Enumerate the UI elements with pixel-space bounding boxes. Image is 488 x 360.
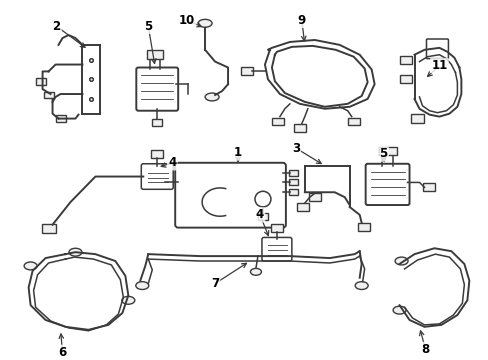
Bar xyxy=(410,114,424,123)
Ellipse shape xyxy=(69,248,82,256)
Text: 11: 11 xyxy=(430,59,447,72)
Bar xyxy=(347,118,359,125)
Bar xyxy=(293,125,305,132)
Bar xyxy=(289,189,298,195)
Text: 5: 5 xyxy=(144,20,152,33)
Bar xyxy=(241,67,252,75)
Ellipse shape xyxy=(354,282,367,289)
Bar xyxy=(147,50,163,59)
Ellipse shape xyxy=(198,19,212,27)
Bar xyxy=(357,223,369,230)
Ellipse shape xyxy=(394,257,407,265)
Text: 10: 10 xyxy=(179,14,195,27)
Ellipse shape xyxy=(122,296,135,304)
Text: 5: 5 xyxy=(379,148,387,161)
FancyBboxPatch shape xyxy=(136,67,178,111)
Ellipse shape xyxy=(392,306,405,314)
Text: 3: 3 xyxy=(291,141,299,154)
Text: 4: 4 xyxy=(255,208,264,221)
Text: 9: 9 xyxy=(297,14,305,27)
Bar xyxy=(399,56,411,64)
FancyBboxPatch shape xyxy=(141,164,173,189)
Bar xyxy=(399,75,411,83)
Bar xyxy=(289,180,298,185)
Bar xyxy=(271,118,284,125)
Ellipse shape xyxy=(24,262,37,270)
Bar xyxy=(151,150,163,158)
Bar xyxy=(308,193,320,201)
Bar xyxy=(56,115,65,122)
Bar xyxy=(43,91,53,98)
Text: 4: 4 xyxy=(168,156,176,169)
Bar xyxy=(152,119,162,126)
FancyBboxPatch shape xyxy=(175,163,285,228)
Bar xyxy=(296,203,308,211)
Bar xyxy=(423,183,435,191)
FancyBboxPatch shape xyxy=(365,164,408,205)
Bar xyxy=(258,213,267,220)
Ellipse shape xyxy=(204,93,219,101)
Bar xyxy=(156,179,166,186)
FancyBboxPatch shape xyxy=(426,39,447,59)
Text: 1: 1 xyxy=(233,147,242,159)
Text: 6: 6 xyxy=(58,346,66,359)
Text: 7: 7 xyxy=(211,277,219,290)
FancyBboxPatch shape xyxy=(262,238,291,261)
Bar xyxy=(36,78,45,85)
Bar xyxy=(289,170,298,176)
Ellipse shape xyxy=(250,269,261,275)
Ellipse shape xyxy=(136,282,148,289)
Bar xyxy=(378,147,396,156)
Bar xyxy=(41,224,56,233)
Bar xyxy=(270,224,283,231)
Text: 8: 8 xyxy=(421,343,429,356)
Text: 2: 2 xyxy=(52,20,61,33)
